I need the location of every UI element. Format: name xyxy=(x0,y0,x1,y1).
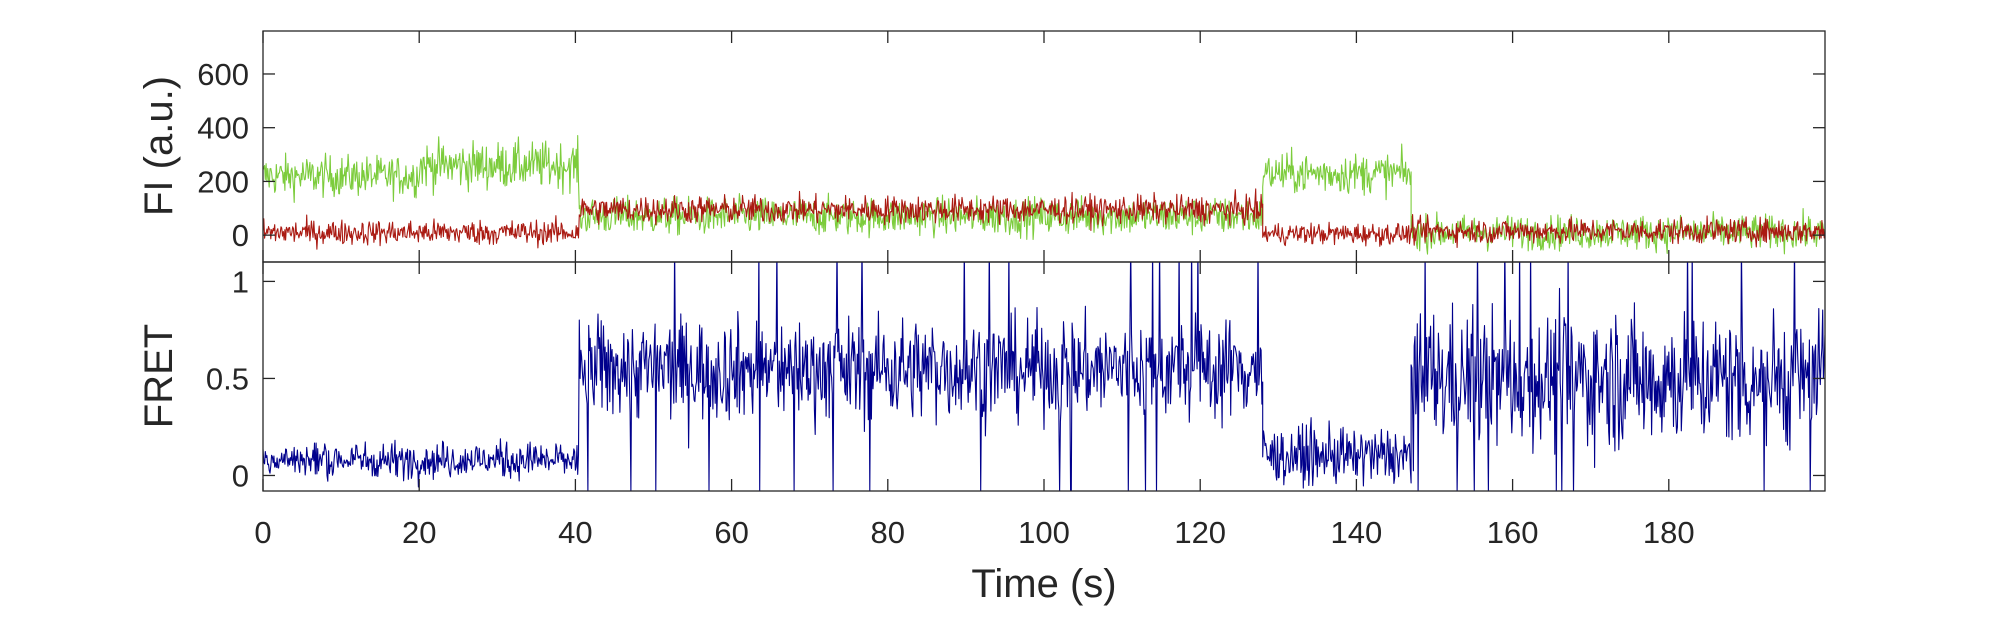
y-tick-label: 400 xyxy=(197,111,249,146)
time-x-axis-label: Time (s) xyxy=(971,562,1116,606)
x-tick-label: 80 xyxy=(871,515,905,550)
x-tick-label: 60 xyxy=(714,515,748,550)
x-tick-label: 0 xyxy=(254,515,271,550)
fret-trace-0 xyxy=(263,262,1825,491)
fluorescence-trace-1 xyxy=(263,188,1825,250)
fluorescence-panel: 0 200 400 600 FI (a.u.) xyxy=(137,30,1826,263)
fluorescence-traces xyxy=(263,135,1825,255)
y-tick-label: 0.5 xyxy=(206,361,249,396)
x-tick-label: 20 xyxy=(402,515,436,550)
fret-traces xyxy=(263,262,1825,491)
fret-panel: 00.51 0 20 40 60 80 100 120 140 160 180 FRET Time… xyxy=(137,261,1826,606)
x-tick-label: 40 xyxy=(558,515,592,550)
fret-y-ticks: 00.51 xyxy=(206,264,1825,493)
fluorescence-y-ticks: 0 200 400 600 xyxy=(197,31,1825,262)
fret-y-axis-label: FRET xyxy=(137,324,181,428)
time-x-ticks: 0 20 40 60 80 100 120 140 160 180 xyxy=(254,262,1695,550)
x-tick-label: 140 xyxy=(1331,515,1383,550)
y-tick-label: 600 xyxy=(197,57,249,92)
x-tick-label: 160 xyxy=(1487,515,1539,550)
x-tick-label: 120 xyxy=(1174,515,1226,550)
x-tick-label: 100 xyxy=(1018,515,1070,550)
y-tick-label: 200 xyxy=(197,164,249,199)
y-tick-label: 1 xyxy=(232,264,249,299)
y-tick-label: 0 xyxy=(232,458,249,493)
x-tick-label: 180 xyxy=(1643,515,1695,550)
fluorescence-y-axis-label: FI (a.u.) xyxy=(137,76,181,216)
y-tick-label: 0 xyxy=(232,218,249,253)
